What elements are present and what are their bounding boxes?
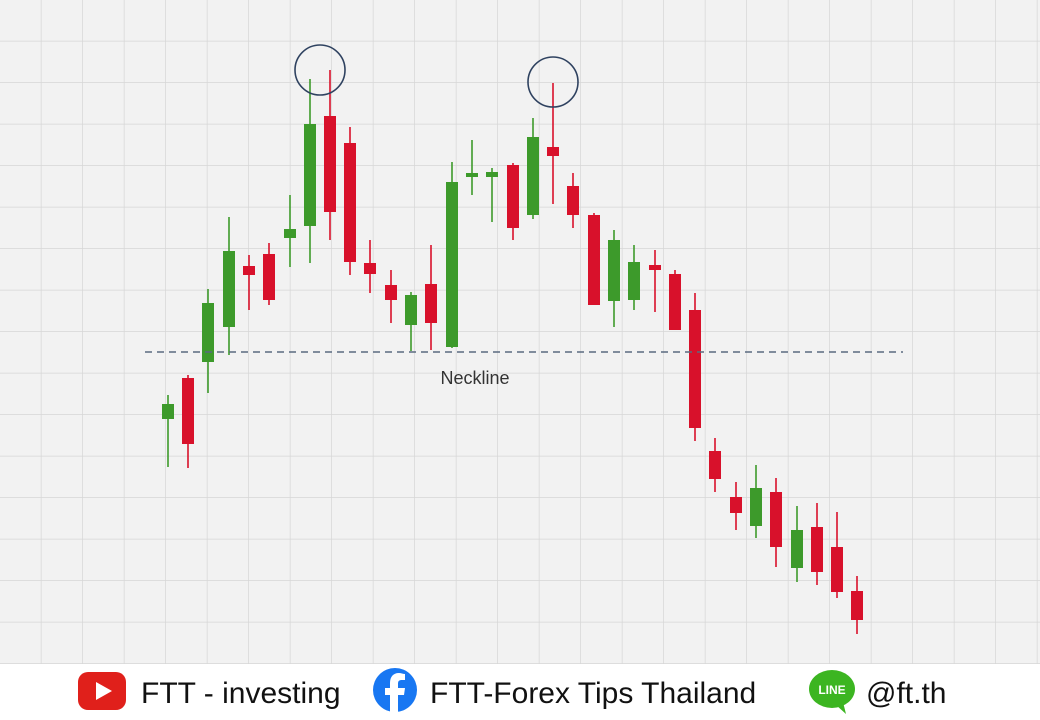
peak-circle xyxy=(527,56,579,108)
candle-body xyxy=(608,240,620,301)
line-icon: LINE xyxy=(809,670,855,714)
candle-body xyxy=(243,266,255,275)
candle-body xyxy=(588,215,600,305)
candle-body xyxy=(689,310,701,428)
candle-body xyxy=(709,451,721,479)
candle-body xyxy=(364,263,376,274)
candle-body xyxy=(324,116,336,212)
candle-body xyxy=(750,488,762,526)
grid xyxy=(0,0,1040,664)
candle-body xyxy=(284,229,296,238)
facebook-icon xyxy=(373,668,417,712)
candle-body xyxy=(182,378,194,444)
candle-body xyxy=(446,182,458,347)
candle-body xyxy=(486,172,498,177)
footer xyxy=(0,664,1040,720)
candle-body xyxy=(547,147,559,156)
candle-body xyxy=(202,303,214,362)
candle-body xyxy=(466,173,478,177)
peak-circle xyxy=(294,44,346,96)
facebook-text: FTT-Forex Tips Thailand xyxy=(430,677,756,710)
candles xyxy=(162,70,863,634)
candle-body xyxy=(405,295,417,325)
candle-body xyxy=(304,124,316,226)
neckline-label: Neckline xyxy=(440,368,509,388)
candle-body xyxy=(162,404,174,419)
candle-body xyxy=(811,527,823,572)
candle-body xyxy=(263,254,275,300)
candle-body xyxy=(527,137,539,215)
candle-body xyxy=(344,143,356,262)
youtube-icon xyxy=(78,672,126,710)
candle-body xyxy=(507,165,519,228)
candle-body xyxy=(770,492,782,547)
candle-body xyxy=(791,530,803,568)
candle-body xyxy=(730,497,742,513)
candle-body xyxy=(628,262,640,300)
candle-body xyxy=(385,285,397,300)
candle-body xyxy=(223,251,235,327)
line-text: @ft.th xyxy=(866,677,946,710)
candle-body xyxy=(567,186,579,215)
line-icon-text: LINE xyxy=(818,683,845,697)
candle-body xyxy=(425,284,437,323)
candle-body xyxy=(649,265,661,270)
candle-body xyxy=(669,274,681,330)
candle-body xyxy=(851,591,863,620)
candle-body xyxy=(831,547,843,592)
youtube-text: FTT - investing xyxy=(141,677,341,710)
